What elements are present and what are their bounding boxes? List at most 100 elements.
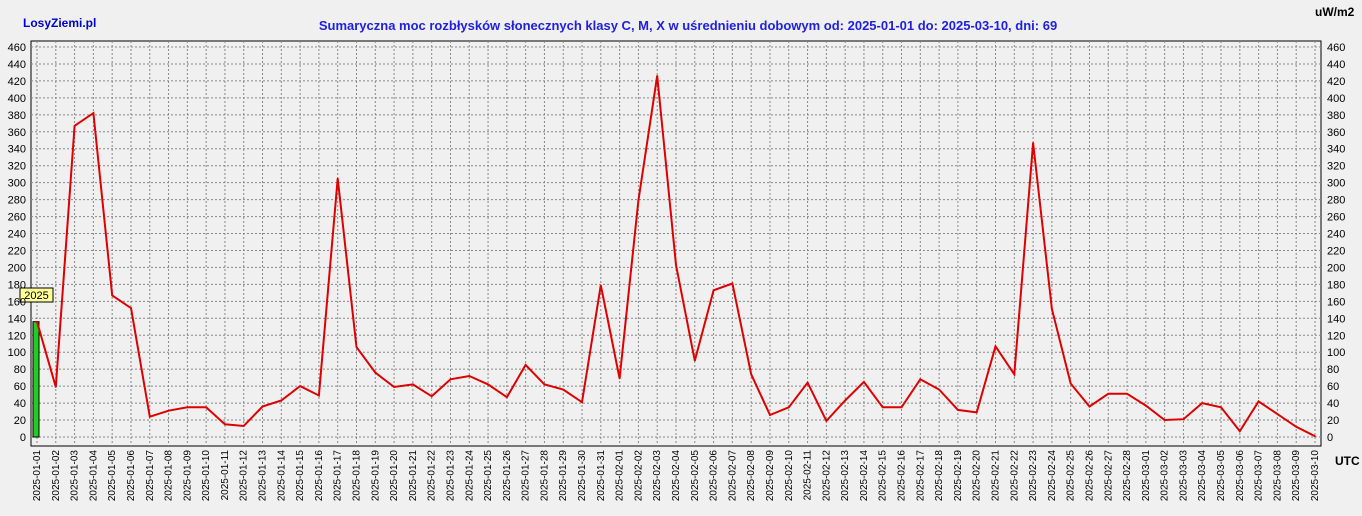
x-tick-label: 2025-01-18 (352, 450, 363, 502)
x-tick-label: 2025-01-06 (126, 450, 137, 502)
y-tick-label-left: 0 (20, 432, 26, 444)
data-point (1069, 382, 1072, 385)
data-point (881, 406, 884, 409)
y-tick-label-left: 440 (8, 59, 26, 71)
x-tick-label: 2025-01-17 (333, 450, 344, 502)
x-tick-label: 2025-02-23 (1028, 450, 1039, 502)
y-tick-label-left: 320 (8, 161, 26, 173)
x-tick-label: 2025-02-06 (709, 450, 720, 502)
y-tick-label-left: 300 (8, 178, 26, 190)
data-point (863, 381, 865, 383)
data-point (1088, 405, 1091, 408)
x-tick-label: 2025-02-12 (821, 450, 832, 502)
y-tick-label-right: 360 (1327, 127, 1345, 139)
data-point (487, 383, 489, 386)
data-point (374, 371, 377, 374)
data-point (938, 388, 940, 391)
data-point (430, 395, 433, 398)
data-point (1163, 419, 1166, 421)
y-tick-label-right: 440 (1327, 59, 1345, 71)
data-point (54, 386, 57, 388)
x-tick-label: 2025-02-07 (727, 450, 738, 502)
y-tick-label-left: 260 (8, 212, 26, 224)
y-axis-left: 0 20 40 60 80 100 120 140 160 180 200 220 240 260 280 3… (8, 42, 26, 444)
x-tick-label: 2025-02-10 (784, 450, 795, 502)
y-tick-label-left: 360 (8, 127, 26, 139)
x-tick-label: 2025-01-28 (539, 450, 550, 502)
data-point (524, 364, 527, 366)
y-axis-right: 0 20 40 60 80 100 120 140 160 180 200 220 240 260 280 3… (1327, 42, 1345, 444)
x-tick-label: 2025-02-16 (897, 450, 908, 502)
x-tick-label: 2025-02-14 (859, 450, 870, 502)
x-tick-label: 2025-02-01 (615, 450, 626, 502)
y-tick-label-left: 60 (14, 381, 26, 393)
data-point (393, 386, 395, 388)
x-tick-label: 2025-03-08 (1272, 450, 1283, 502)
x-tick-label: 2025-01-04 (88, 450, 99, 502)
x-tick-label: 2025-02-19 (953, 450, 964, 502)
data-point (656, 75, 659, 77)
x-tick-label: 2025-02-15 (878, 450, 889, 502)
data-point (844, 399, 846, 402)
data-point (957, 409, 959, 411)
data-point (994, 345, 997, 348)
x-tick-label: 2025-01-29 (558, 450, 569, 502)
data-point (693, 359, 696, 362)
x-tick-label: 2025-02-28 (1122, 450, 1133, 502)
data-point (468, 375, 471, 377)
y-tick-label-right: 20 (1327, 415, 1339, 427)
x-tick-label: 2025-02-09 (765, 450, 776, 502)
y-tick-label-right: 0 (1327, 432, 1333, 444)
x-tick-label: 2025-03-06 (1235, 450, 1246, 502)
data-point (1032, 142, 1034, 144)
y-tick-label-right: 40 (1327, 398, 1339, 410)
x-tick-label: 2025-02-24 (1047, 450, 1058, 502)
data-point (750, 373, 752, 376)
data-point (712, 289, 715, 292)
data-point (562, 388, 565, 391)
x-tick-label: 2025-01-22 (427, 450, 438, 502)
x-tick-label: 2025-01-20 (389, 450, 400, 502)
data-point (148, 415, 151, 418)
data-point (919, 378, 922, 381)
x-tick-label: 2025-01-16 (314, 450, 325, 502)
y-tick-label-left: 200 (8, 262, 26, 274)
data-point (581, 401, 583, 404)
x-tick-label: 2025-02-22 (1009, 450, 1020, 502)
brand-label[interactable]: LosyZiemi.pl (23, 16, 96, 30)
y-tick-label-right: 100 (1327, 347, 1345, 359)
x-tick-label: 2025-01-19 (370, 450, 381, 502)
x-tick-label: 2025-01-05 (107, 450, 118, 502)
y-tick-label-left: 80 (14, 364, 26, 376)
x-tick-label: 2025-02-26 (1084, 450, 1095, 502)
data-point (1295, 426, 1298, 428)
y-tick-label-right: 260 (1327, 212, 1345, 224)
y-tick-label-right: 380 (1327, 110, 1345, 122)
data-point (1145, 404, 1147, 407)
x-tick-label: 2025-01-09 (182, 450, 193, 502)
y-tick-label-right: 200 (1327, 262, 1345, 274)
data-point (299, 385, 301, 387)
data-point (1051, 308, 1053, 310)
data-point (224, 423, 226, 426)
data-point (618, 377, 621, 380)
data-point (167, 409, 170, 412)
x-utc-label: UTC (1335, 454, 1360, 468)
y-tick-label-left: 20 (14, 415, 26, 427)
x-axis: 2025-01-01 2025-01-02 2025-01-03 2025-01-04… (32, 450, 1321, 502)
x-tick-label: 2025-02-08 (746, 450, 757, 502)
y-tick-label-left: 40 (14, 398, 26, 410)
x-tick-label: 2025-03-01 (1141, 450, 1152, 502)
y-tick-label-left: 460 (8, 42, 26, 54)
x-tick-label: 2025-01-25 (483, 450, 494, 502)
x-tick-label: 2025-02-11 (803, 450, 814, 501)
data-point (1257, 400, 1260, 403)
data-point (36, 320, 38, 323)
year-marker-bar[interactable] (32, 321, 40, 438)
x-tick-label: 2025-01-26 (502, 450, 513, 502)
x-tick-label: 2025-01-07 (145, 450, 156, 502)
data-point (900, 406, 903, 409)
x-tick-label: 2025-02-04 (671, 450, 682, 502)
y-tick-label-left: 420 (8, 76, 26, 88)
x-tick-label: 2025-01-31 (596, 450, 607, 502)
